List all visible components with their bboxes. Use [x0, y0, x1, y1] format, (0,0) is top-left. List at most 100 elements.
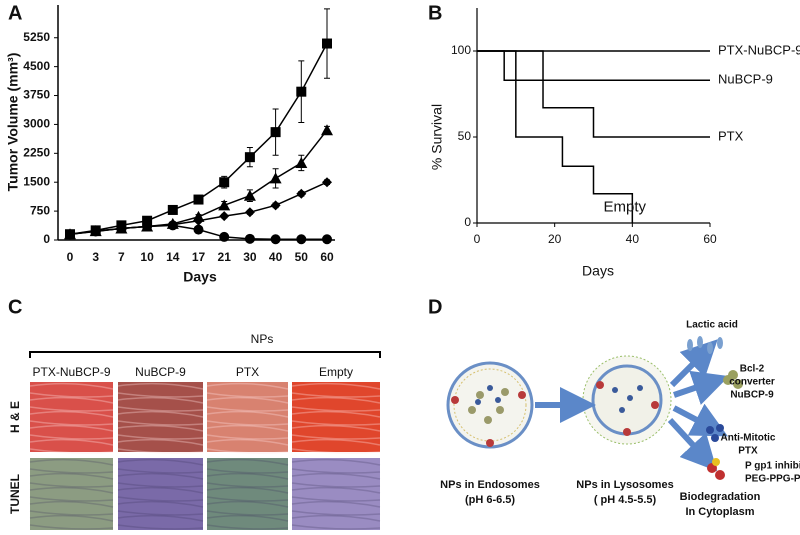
texture: [291, 434, 381, 440]
texture: [206, 524, 289, 530]
marker: [219, 177, 230, 188]
texture: [206, 486, 289, 494]
diagram-art: [446, 336, 743, 480]
y-tick-label: 3000: [23, 117, 50, 131]
texture: [117, 496, 204, 502]
marker: [296, 234, 307, 245]
marker: [193, 194, 204, 205]
texture: [117, 424, 204, 432]
texture: [29, 438, 114, 446]
texture: [29, 496, 114, 502]
marker: [219, 231, 230, 242]
marker: [193, 224, 204, 235]
stage-label: In Cytoplasm: [685, 506, 754, 518]
panel-label: A: [8, 2, 22, 24]
texture: [291, 500, 381, 508]
texture: [29, 424, 114, 432]
y-tick-label: 3750: [23, 88, 50, 102]
texture: [29, 434, 114, 440]
texture: [117, 486, 204, 494]
texture: [291, 510, 381, 516]
texture: [291, 496, 381, 502]
x-tick-label: 21: [218, 250, 232, 264]
texture: [206, 410, 289, 418]
marker: [321, 124, 333, 136]
texture: [291, 438, 381, 446]
marker: [270, 127, 281, 138]
texture: [206, 500, 289, 508]
micrograph: [292, 382, 380, 452]
marker: [270, 200, 281, 211]
texture: [206, 438, 289, 446]
product-label: Bcl-2: [740, 364, 765, 375]
texture: [291, 448, 381, 454]
micrograph: [118, 458, 203, 530]
texture: [206, 458, 289, 466]
texture: [291, 392, 381, 398]
survival-line: [477, 50, 634, 223]
texture: [206, 382, 289, 390]
y-tick-label: 750: [30, 203, 50, 217]
y-tick-label: 100: [451, 43, 471, 57]
texture: [117, 392, 204, 398]
texture: [206, 472, 289, 480]
stage-label: ( pH 4.5-5.5): [594, 494, 657, 506]
x-tick-label: 40: [626, 232, 640, 246]
group-label: NPs: [251, 332, 274, 346]
marker: [244, 233, 255, 244]
survival-line: [477, 50, 710, 81]
column-header: PTX: [236, 365, 259, 379]
marker: [322, 177, 332, 188]
texture: [206, 406, 289, 412]
texture: [29, 482, 114, 488]
texture: [29, 410, 114, 418]
y-tick-label: 1500: [23, 174, 50, 188]
texture: [117, 468, 204, 474]
texture: [117, 434, 204, 440]
texture: [117, 438, 204, 446]
panel-label: C: [8, 296, 22, 318]
stage-label: Biodegradation: [680, 491, 761, 503]
product-label: PEG-PPG-PEG: [745, 474, 800, 485]
texture: [117, 410, 204, 418]
texture: [29, 468, 114, 474]
texture: [29, 382, 114, 390]
x-tick-label: 50: [295, 250, 309, 264]
x-tick-label: 60: [703, 232, 717, 246]
micrograph: [118, 382, 203, 452]
micrograph: [292, 458, 380, 530]
texture: [117, 420, 204, 426]
marker: [218, 199, 231, 211]
x-tick-label: 0: [474, 232, 481, 246]
texture: [206, 392, 289, 398]
marker: [322, 234, 332, 245]
x-axis-label: Days: [582, 263, 614, 279]
texture: [29, 392, 114, 398]
texture: [291, 486, 381, 494]
marker: [269, 172, 282, 184]
texture: [29, 524, 114, 530]
texture: [117, 472, 204, 480]
column-header: PTX-NuBCP-9: [32, 365, 110, 379]
texture: [291, 396, 381, 404]
y-tick-label: 0: [43, 232, 50, 246]
marker: [193, 215, 204, 226]
texture: [206, 496, 289, 502]
y-tick-label: 5250: [23, 30, 50, 44]
series-label: PTX-NuBCP-9: [718, 42, 800, 57]
column-header: Empty: [319, 365, 353, 379]
row-label: H & E: [8, 401, 22, 433]
y-axis-label: % Survival: [429, 104, 445, 170]
texture: [291, 406, 381, 412]
stage-label: NPs in Endosomes: [440, 479, 540, 491]
texture: [29, 396, 114, 404]
texture: [117, 482, 204, 488]
marker: [243, 189, 256, 201]
x-tick-label: 14: [166, 250, 180, 264]
texture: [291, 524, 381, 530]
marker: [65, 229, 75, 240]
texture: [206, 420, 289, 426]
x-tick-label: 40: [269, 250, 283, 264]
texture: [29, 406, 114, 412]
